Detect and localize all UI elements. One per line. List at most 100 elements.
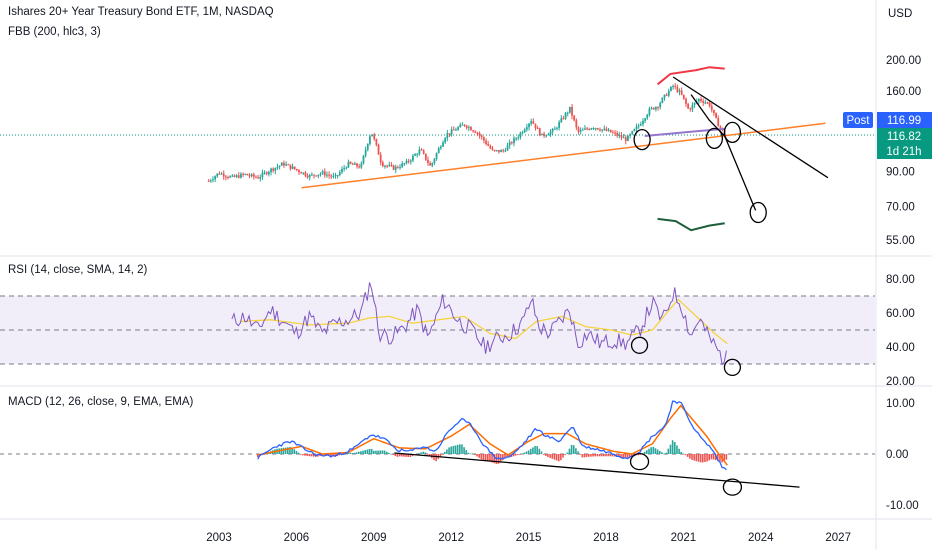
candle xyxy=(482,136,485,144)
candle-body xyxy=(685,98,687,104)
candle-body xyxy=(401,163,404,168)
candle xyxy=(362,154,365,165)
candle-body xyxy=(717,118,720,127)
symbol-title[interactable]: Ishares 20+ Year Treasury Bond ETF, 1M, … xyxy=(8,6,274,18)
macd-histogram-bar xyxy=(542,454,545,455)
rsi-tick-label: 40.00 xyxy=(886,342,915,354)
last-price-tag xyxy=(877,128,932,159)
candle xyxy=(547,132,550,136)
candle xyxy=(302,172,305,176)
candle-body xyxy=(439,146,442,149)
macd-histogram-bar xyxy=(669,444,672,454)
macd-histogram-bar xyxy=(377,450,379,454)
candle xyxy=(715,112,717,119)
macd-histogram-bar xyxy=(448,447,450,454)
candle-body xyxy=(659,102,662,108)
candle-body xyxy=(644,118,647,121)
candle xyxy=(267,170,270,177)
rsi-band-fill xyxy=(0,296,875,364)
candle-body xyxy=(308,174,311,178)
macd-histogram-bar xyxy=(557,454,560,462)
macd-histogram-bar xyxy=(392,454,394,455)
candle-body xyxy=(562,118,565,120)
candle-body xyxy=(493,150,496,152)
drawn-circle xyxy=(705,127,724,150)
candle-body xyxy=(480,135,483,138)
macd-histogram-bar xyxy=(394,454,397,457)
candle xyxy=(407,158,410,164)
macd-histogram-bar xyxy=(695,454,698,462)
macd-histogram-bar xyxy=(508,454,511,457)
candle-body xyxy=(605,128,608,131)
macd-tick-label: -10.00 xyxy=(886,500,919,512)
candle xyxy=(654,106,657,112)
macd-histogram-bar xyxy=(719,454,721,462)
macd-histogram-bar xyxy=(671,440,674,454)
rsi-indicator-label[interactable]: RSI (14, close, SMA, 14, 2) xyxy=(8,264,148,276)
candle xyxy=(207,179,210,182)
candle xyxy=(442,140,444,148)
macd-trendline xyxy=(394,452,800,488)
candle-body xyxy=(506,145,509,151)
macd-histogram-bar xyxy=(596,454,599,457)
candle-body xyxy=(349,161,352,164)
candle-body xyxy=(442,142,444,147)
candle-body xyxy=(463,124,466,126)
candle-body xyxy=(491,148,494,151)
candle-body xyxy=(261,172,264,178)
candle-body xyxy=(530,121,533,124)
candle-body xyxy=(416,154,419,156)
candle xyxy=(452,126,455,131)
candle xyxy=(631,130,634,135)
candle xyxy=(388,161,391,168)
macd-histogram-bar xyxy=(480,454,483,460)
macd-histogram-bar xyxy=(562,454,564,458)
candle xyxy=(315,175,318,177)
candle-body xyxy=(407,160,410,162)
candle-body xyxy=(455,129,457,131)
macd-histogram-bar xyxy=(370,448,373,454)
candle-body xyxy=(237,175,240,178)
rsi-ma-line xyxy=(239,298,728,345)
candle xyxy=(261,169,264,181)
macd-histogram-bar xyxy=(463,447,465,454)
macd-histogram-bar xyxy=(426,454,429,455)
macd-histogram-bar xyxy=(398,454,401,457)
candle-body xyxy=(646,114,649,119)
candle-body xyxy=(255,176,257,178)
macd-histogram-bar xyxy=(353,452,356,454)
candle xyxy=(568,106,571,114)
candle xyxy=(489,144,492,150)
macd-indicator-label[interactable]: MACD (12, 26, close, 9, EMA, EMA) xyxy=(8,396,194,408)
candle-body xyxy=(519,132,522,138)
macd-histogram-bar xyxy=(297,452,300,454)
candle-body xyxy=(283,162,285,166)
candle-body xyxy=(274,167,277,171)
macd-histogram-bar xyxy=(717,454,719,461)
candle xyxy=(369,134,371,146)
candle xyxy=(255,175,257,179)
macd-histogram-bar xyxy=(360,451,362,454)
macd-histogram-bar xyxy=(517,454,519,455)
fbb-indicator-label[interactable]: FBB (200, hlc3, 3) xyxy=(8,26,101,38)
macd-histogram-bar xyxy=(564,454,566,456)
macd-histogram-bar xyxy=(422,451,425,454)
candle-body xyxy=(304,172,307,176)
macd-histogram-bar xyxy=(689,454,691,459)
candle xyxy=(310,172,313,176)
macd-histogram-bar xyxy=(486,454,489,462)
candle-body xyxy=(618,135,621,137)
macd-histogram-bar xyxy=(639,454,642,455)
candle xyxy=(233,174,236,178)
macd-histogram-bar xyxy=(529,448,532,454)
candle-body xyxy=(461,124,464,126)
candle-body xyxy=(267,172,270,175)
candle xyxy=(674,83,677,90)
macd-histogram-bar xyxy=(291,447,293,454)
candle xyxy=(235,174,238,179)
macd-histogram-bar xyxy=(665,452,667,454)
fbb-lower-band xyxy=(657,217,725,232)
candle xyxy=(278,165,281,170)
candle xyxy=(689,107,692,112)
